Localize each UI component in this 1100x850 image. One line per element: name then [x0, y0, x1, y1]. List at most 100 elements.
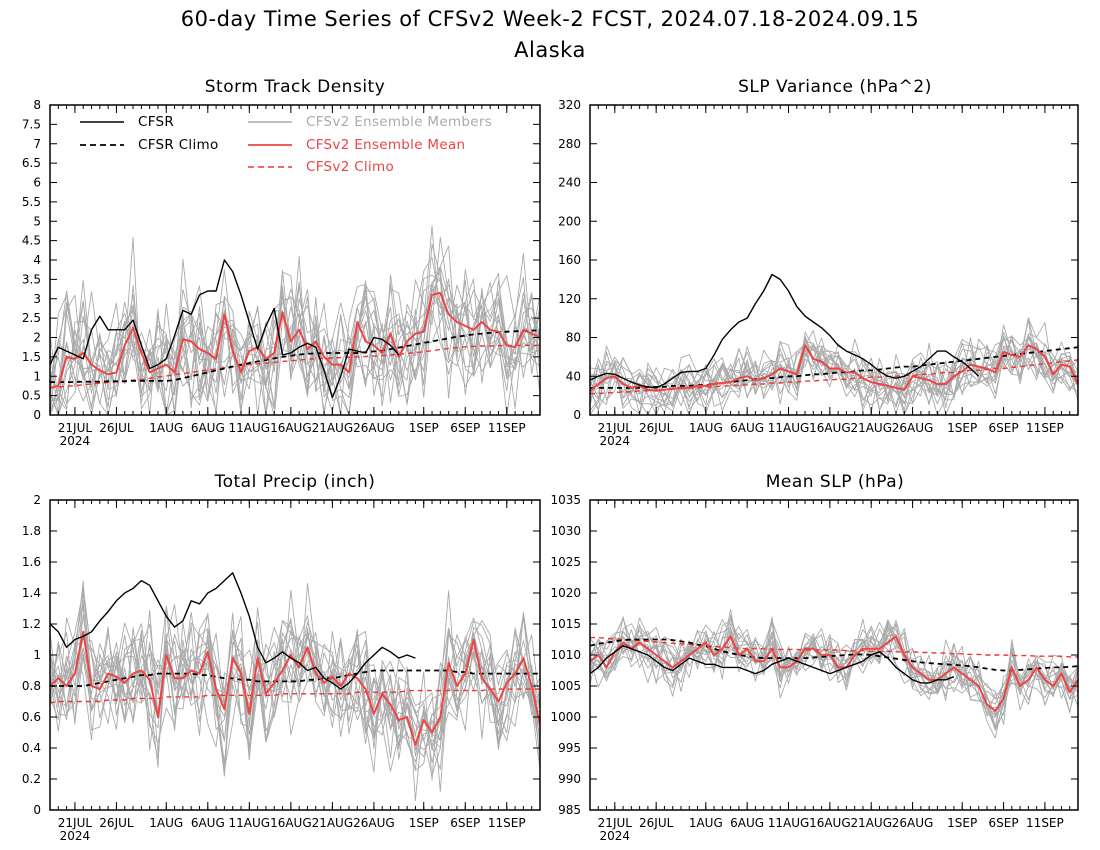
y-tick-label: 320 — [558, 98, 581, 112]
y-tick-label: 8 — [33, 98, 41, 112]
x-tick-label: 26AUG — [353, 421, 395, 435]
x-tick-label: 1SEP — [409, 816, 439, 830]
y-tick-label: 6 — [33, 176, 41, 190]
y-tick-label: 0.8 — [22, 679, 41, 693]
x-tick-label: 16AUG — [809, 421, 851, 435]
y-tick-label: 200 — [558, 214, 581, 228]
x-tick-label: 21AUG — [850, 816, 892, 830]
y-tick-label: 985 — [558, 803, 581, 817]
x-tick-label: 11SEP — [488, 816, 526, 830]
ensemble-mean-line — [590, 344, 1078, 392]
ensemble-member-line — [50, 626, 540, 802]
ensemble-member-line — [590, 330, 1078, 415]
cfsv2-climo-line — [590, 636, 1078, 658]
x-tick-label: 11AUG — [229, 421, 271, 435]
panel-mean-slp: Mean SLP (hPa) 985 990 995 1000 1005 1010 1015… — [550, 472, 1079, 843]
legend-label-members: CFSv2 Ensemble Members — [306, 114, 492, 130]
y-tick-label: 1 — [33, 369, 41, 383]
cfsr-line — [50, 259, 400, 399]
panel-storm-track-density: Storm Track Density 0 0.5 1 1.5 2 2.5 3 3.5 4 4.5… — [22, 77, 541, 448]
figure-subtitle: Alaska — [514, 38, 586, 62]
x-tick-label: 1AUG — [689, 421, 723, 435]
series-layer — [590, 608, 1078, 739]
y-tick-label: 40 — [566, 369, 581, 383]
x-tick-label: 1AUG — [149, 816, 183, 830]
x-tick-label: 6SEP — [450, 816, 480, 830]
x-tick-label: 6AUG — [191, 421, 225, 435]
panel-slp-variance: SLP Variance (hPa^2) 0 40 80 120 160 200 240 28… — [558, 77, 1079, 448]
y-tick-label: 1.2 — [22, 617, 41, 631]
x-tick-label: 11SEP — [1026, 421, 1064, 435]
y-tick-label: 1000 — [550, 710, 581, 724]
y-tick-label: 990 — [558, 772, 581, 786]
x-tick-label: 11AUG — [229, 816, 271, 830]
y-tick-label: 0.5 — [22, 389, 41, 403]
ensemble-member-line — [50, 589, 540, 793]
y-tick-label: 0 — [33, 803, 41, 817]
x-tick-sublabel: 2024 — [600, 829, 631, 843]
x-tick-label: 1SEP — [947, 816, 977, 830]
y-tick-label: 1.8 — [22, 524, 41, 538]
ensemble-member-line — [590, 616, 1078, 731]
y-tick-label: 1030 — [550, 524, 581, 538]
ensemble-member-line — [590, 618, 1078, 714]
y-tick-label: 1035 — [550, 493, 581, 507]
panel-plot-area: 985 990 995 1000 1005 1010 1015 1020 1025 1030 103… — [550, 493, 1079, 843]
y-tick-label: 1025 — [550, 555, 581, 569]
series-layer — [50, 225, 540, 415]
panel-total-precip: Total Precip (inch) 0 0.2 0.4 0.6 0.8 1 1.2 1.4… — [22, 472, 541, 843]
y-tick-label: 1.6 — [22, 555, 41, 569]
ensemble-member-line — [50, 243, 540, 409]
x-tick-label: 11SEP — [1026, 816, 1064, 830]
y-tick-label: 160 — [558, 253, 581, 267]
y-tick-label: 1020 — [550, 586, 581, 600]
y-tick-label: 3 — [33, 292, 41, 306]
y-tick-label: 0.2 — [22, 772, 41, 786]
y-tick-label: 5.5 — [22, 195, 41, 209]
x-tick-label: 1AUG — [689, 816, 723, 830]
y-tick-label: 7 — [33, 137, 41, 151]
y-tick-label: 4 — [33, 253, 41, 267]
ensemble-mean-line — [590, 635, 1078, 712]
x-tick-label: 21JUL — [598, 816, 633, 830]
cfsr-line — [590, 645, 955, 684]
x-tick-sublabel: 2024 — [60, 434, 91, 448]
panel-title: Mean SLP (hPa) — [766, 472, 905, 492]
y-tick-label: 1 — [33, 648, 41, 662]
x-tick-label: 21AUG — [850, 421, 892, 435]
ensemble-member-line — [590, 335, 1078, 415]
y-tick-label: 1.4 — [22, 586, 41, 600]
legend-label-cfsr: CFSR — [138, 114, 174, 130]
x-tick-label: 26JUL — [99, 816, 134, 830]
y-tick-label: 1005 — [550, 679, 581, 693]
x-tick-label: 11AUG — [768, 816, 810, 830]
y-tick-label: 1015 — [550, 617, 581, 631]
ensemble-member-line — [50, 268, 540, 415]
ensemble-member-line — [590, 334, 1078, 415]
cfsr-climo-line — [50, 669, 540, 687]
x-tick-label: 26JUL — [99, 421, 134, 435]
y-tick-label: 80 — [566, 331, 581, 345]
y-tick-label: 5 — [33, 214, 41, 228]
y-tick-label: 4.5 — [22, 234, 41, 248]
x-tick-label: 26JUL — [639, 816, 674, 830]
ensemble-member-line — [50, 580, 540, 760]
y-tick-label: 6.5 — [22, 156, 41, 170]
ensemble-member-line — [50, 582, 540, 772]
y-tick-label: 280 — [558, 137, 581, 151]
cfsr-climo-line — [590, 638, 1078, 672]
y-tick-label: 2 — [33, 493, 41, 507]
x-tick-label: 6SEP — [989, 816, 1019, 830]
y-tick-label: 3.5 — [22, 272, 41, 286]
x-tick-label: 26AUG — [353, 816, 395, 830]
y-tick-label: 0.6 — [22, 710, 41, 724]
panel-title: Storm Track Density — [205, 77, 386, 97]
x-tick-label: 26JUL — [639, 421, 674, 435]
ensemble-member-line — [50, 615, 540, 777]
x-tick-label: 1AUG — [149, 421, 183, 435]
series-layer — [50, 572, 540, 802]
x-tick-label: 26AUG — [892, 421, 934, 435]
y-tick-label: 0 — [573, 408, 581, 422]
